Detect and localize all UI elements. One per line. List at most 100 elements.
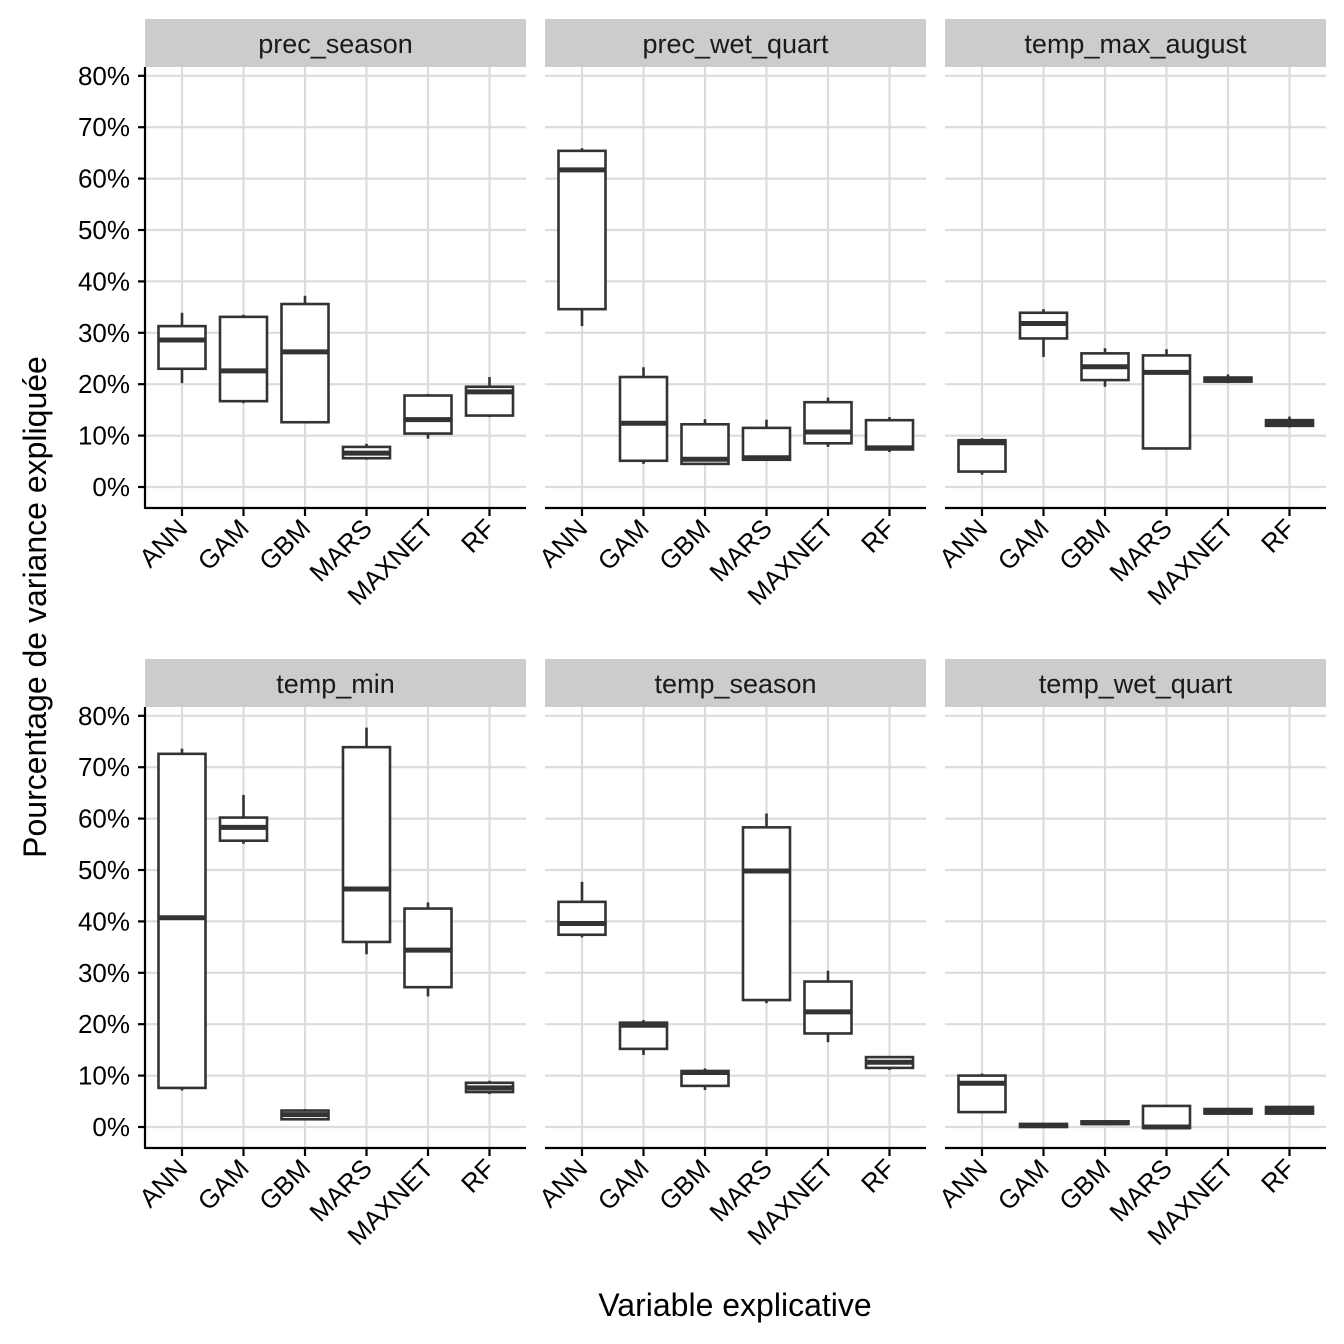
iqr-box	[957, 438, 1007, 473]
x-tick-label: ANN	[533, 513, 593, 573]
boxplot-gbm	[680, 1068, 730, 1090]
y-tick-label: 20%	[78, 1009, 130, 1039]
iqr-box	[803, 980, 853, 1035]
boxplot-rf	[464, 377, 515, 418]
boxplot-gam	[1018, 309, 1069, 357]
x-tick-label: GAM	[592, 1153, 655, 1216]
boxplot-gam	[618, 1020, 669, 1056]
facet-strip	[145, 19, 526, 67]
x-tick-label: RF	[455, 1153, 501, 1199]
boxplot-gbm	[280, 295, 330, 424]
facet-strip	[145, 659, 526, 707]
boxplot-gam	[218, 314, 269, 404]
boxplot-rf	[1264, 1105, 1315, 1115]
x-tick-label: ANN	[533, 1153, 593, 1213]
iqr-box	[618, 375, 669, 463]
facet-title: temp_wet_quart	[1039, 669, 1233, 699]
boxplot-ann	[957, 1073, 1007, 1114]
y-tick-label: 80%	[78, 61, 130, 91]
y-tick-label: 0%	[92, 1112, 130, 1142]
boxplot-ann	[557, 881, 607, 938]
facet-title: temp_max_august	[1024, 29, 1247, 59]
x-tick-label: RF	[1255, 513, 1301, 559]
x-tick-label: RF	[855, 513, 901, 559]
x-tick-label: RF	[855, 1153, 901, 1199]
boxplot-mars	[1141, 1104, 1192, 1130]
y-axis-title: Pourcentage de variance expliquée	[17, 356, 53, 858]
iqr-box	[280, 302, 330, 424]
x-tick-label: ANN	[933, 1153, 993, 1213]
iqr-box	[557, 149, 607, 311]
boxplot-mars	[741, 813, 792, 1004]
boxplot-gam	[618, 367, 669, 464]
iqr-box	[803, 400, 853, 445]
y-tick-label: 50%	[78, 215, 130, 245]
iqr-box	[157, 752, 207, 1090]
boxplot-maxnet	[1203, 374, 1253, 384]
y-tick-label: 80%	[78, 701, 130, 731]
y-tick-label: 50%	[78, 855, 130, 885]
boxplot-maxnet	[803, 397, 853, 447]
x-tick-label: GAM	[992, 513, 1055, 576]
boxplot-rf	[464, 1080, 515, 1095]
boxplot-gbm	[280, 1109, 330, 1121]
iqr-box	[741, 426, 792, 462]
y-tick-label: 40%	[78, 906, 130, 936]
y-tick-label: 0%	[92, 472, 130, 502]
y-tick-label: 40%	[78, 266, 130, 296]
y-tick-label: 70%	[78, 752, 130, 782]
boxplot-maxnet	[803, 970, 853, 1043]
facet-title: temp_min	[276, 669, 395, 699]
x-tick-label: ANN	[133, 513, 193, 573]
x-tick-label: GAM	[192, 513, 255, 576]
boxplot-maxnet	[1203, 1107, 1253, 1115]
x-tick-label: ANN	[133, 1153, 193, 1213]
boxplot-mars	[741, 419, 792, 462]
iqr-box	[341, 745, 392, 944]
boxplot-gam	[218, 794, 269, 844]
facet-strip	[945, 19, 1326, 67]
y-tick-label: 10%	[78, 421, 130, 451]
boxplot-rf	[1264, 416, 1315, 428]
y-tick-label: 60%	[78, 164, 130, 194]
boxplot-ann	[157, 748, 207, 1091]
boxplot-mars	[341, 443, 392, 460]
boxplot-gbm	[1080, 348, 1130, 387]
boxplot-mars	[341, 727, 392, 955]
boxplot-gbm	[1080, 1120, 1130, 1126]
facet-strip	[945, 659, 1326, 707]
panel-temp_min: temp_min 0% 10% 20% 30% 40% 50% 60% 70% 80% ANNGAM…	[78, 659, 526, 1251]
iqr-box	[157, 324, 207, 371]
boxplot-gbm	[680, 419, 730, 466]
boxplot-mars	[1141, 349, 1192, 450]
y-tick-label: 30%	[78, 318, 130, 348]
x-axis-title: Variable explicative	[598, 1287, 871, 1323]
iqr-box	[218, 315, 269, 403]
x-tick-label: GAM	[992, 1153, 1055, 1216]
panel-prec_season: prec_season 0% 10% 20% 30% 40% 50% 60% 70% 80% ANN…	[78, 19, 526, 611]
y-tick-label: 30%	[78, 958, 130, 988]
iqr-box	[864, 418, 915, 451]
boxplot-maxnet	[403, 393, 453, 439]
y-tick-label: 60%	[78, 804, 130, 834]
y-tick-label: 20%	[78, 369, 130, 399]
iqr-box	[557, 900, 607, 937]
boxplot-ann	[957, 438, 1007, 475]
iqr-box	[741, 826, 792, 1002]
boxplot-rf	[864, 417, 915, 453]
boxplot-rf	[864, 1055, 915, 1070]
facet-title: temp_season	[654, 669, 816, 699]
facet-strip	[545, 19, 926, 67]
facet-strip	[545, 659, 926, 707]
iqr-box	[1141, 354, 1192, 450]
x-tick-label: RF	[1255, 1153, 1301, 1199]
y-tick-label: 10%	[78, 1061, 130, 1091]
boxplot-maxnet	[403, 902, 453, 997]
boxplot-gam	[1018, 1122, 1069, 1129]
facet-title: prec_season	[258, 29, 413, 59]
